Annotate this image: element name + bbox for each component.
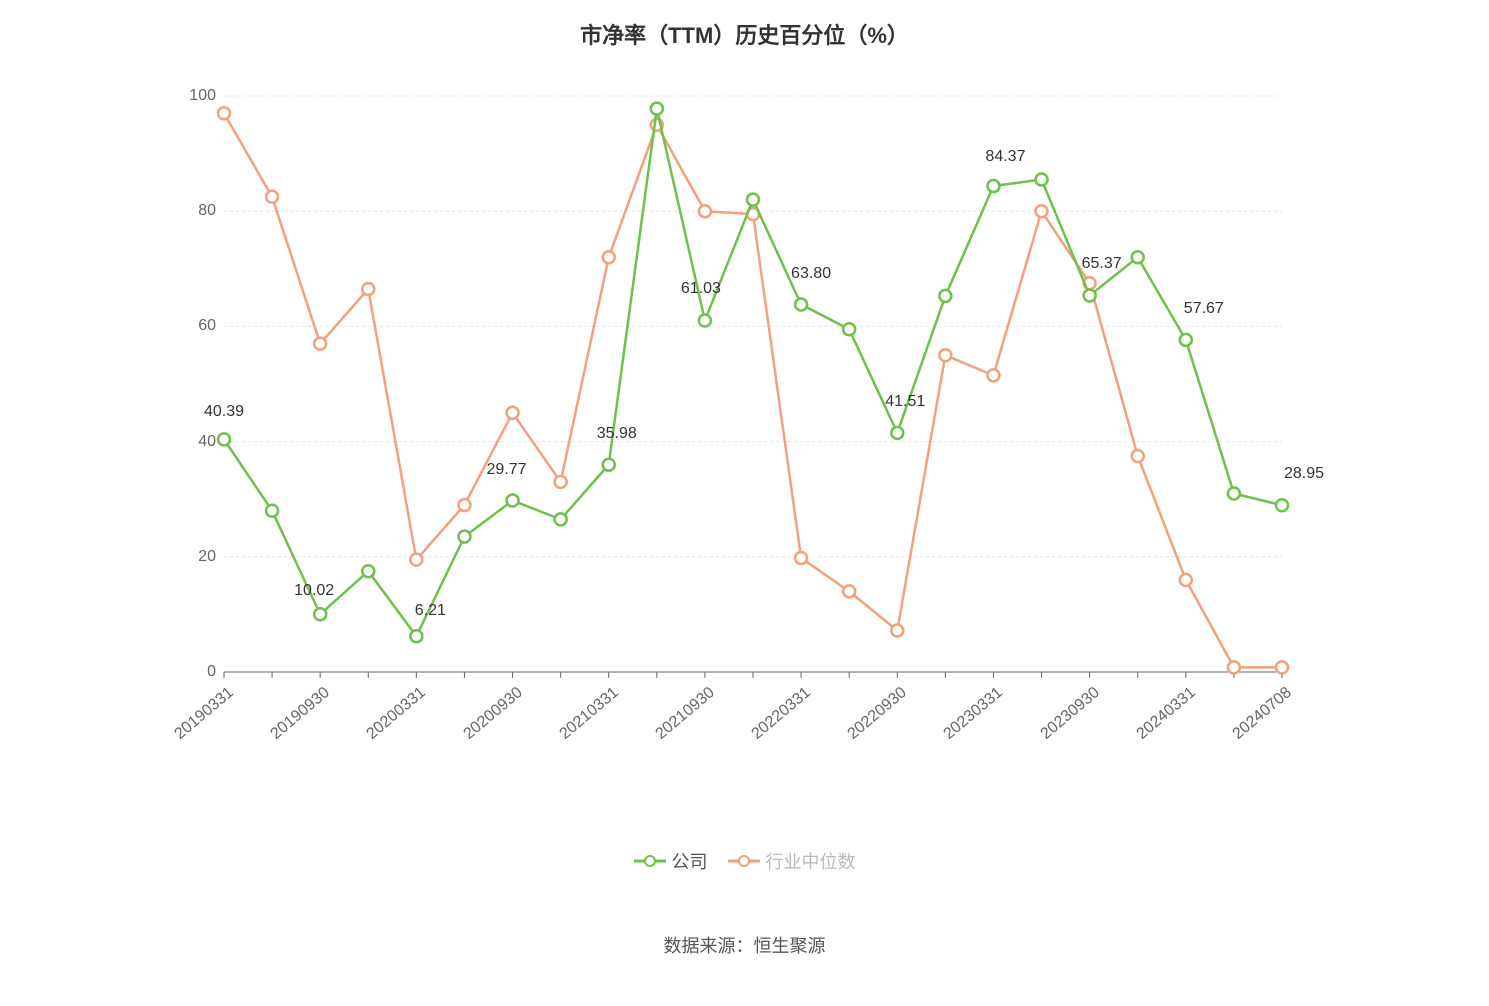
series-marker-company[interactable] [1084, 289, 1096, 301]
x-tick-label: 20240708 [1192, 684, 1295, 775]
series-marker-company[interactable] [1276, 499, 1288, 511]
x-tick-label: 20210930 [615, 684, 718, 775]
series-marker-industry-median[interactable] [410, 554, 422, 566]
plot-area: 0204060801002019033120190930202003312020… [224, 96, 1282, 672]
series-marker-company[interactable] [987, 180, 999, 192]
x-tick-label: 20200331 [326, 684, 429, 775]
series-marker-company[interactable] [651, 103, 663, 115]
series-marker-company[interactable] [266, 505, 278, 517]
legend-swatch-icon [728, 854, 760, 868]
x-tick-label: 20190930 [230, 684, 333, 775]
x-tick-label: 20200930 [423, 684, 526, 775]
series-marker-industry-median[interactable] [266, 191, 278, 203]
legend-label: 公司 [672, 848, 708, 874]
x-tick-label: 20230930 [1000, 684, 1103, 775]
series-marker-company[interactable] [795, 299, 807, 311]
x-tick-label: 20240331 [1096, 684, 1199, 775]
series-marker-industry-median[interactable] [362, 283, 374, 295]
x-tick-label: 20220331 [711, 684, 814, 775]
series-marker-company[interactable] [507, 495, 519, 507]
series-marker-company[interactable] [555, 513, 567, 525]
chart-container: 市净率（TTM）历史百分位（%） 02040608010020190331201… [0, 0, 1489, 1006]
series-marker-company[interactable] [939, 290, 951, 302]
series-marker-company[interactable] [1036, 174, 1048, 186]
series-marker-industry-median[interactable] [507, 407, 519, 419]
y-tick-label: 0 [207, 663, 216, 681]
series-marker-company[interactable] [314, 608, 326, 620]
y-tick-label: 20 [198, 548, 216, 566]
legend-item-company[interactable]: 公司 [634, 848, 708, 874]
legend: 公司 行业中位数 [0, 848, 1489, 874]
series-marker-industry-median[interactable] [987, 369, 999, 381]
series-marker-company[interactable] [747, 194, 759, 206]
series-marker-company[interactable] [1132, 251, 1144, 263]
series-marker-company[interactable] [218, 433, 230, 445]
series-marker-industry-median[interactable] [314, 338, 326, 350]
series-marker-industry-median[interactable] [458, 499, 470, 511]
series-marker-industry-median[interactable] [699, 205, 711, 217]
series-marker-company[interactable] [843, 323, 855, 335]
series-marker-industry-median[interactable] [555, 476, 567, 488]
series-marker-industry-median[interactable] [218, 107, 230, 119]
chart-title: 市净率（TTM）历史百分位（%） [0, 18, 1489, 50]
x-tick-label: 20190331 [134, 684, 237, 775]
series-marker-industry-median[interactable] [603, 251, 615, 263]
series-marker-company[interactable] [410, 630, 422, 642]
series-marker-industry-median[interactable] [1180, 574, 1192, 586]
point-label: 28.95 [1284, 465, 1324, 483]
series-marker-company[interactable] [699, 314, 711, 326]
series-marker-company[interactable] [891, 427, 903, 439]
series-marker-industry-median[interactable] [1132, 450, 1144, 462]
y-tick-label: 80 [198, 202, 216, 220]
series-marker-company[interactable] [1180, 334, 1192, 346]
series-marker-industry-median[interactable] [939, 349, 951, 361]
series-marker-industry-median[interactable] [1036, 205, 1048, 217]
series-marker-company[interactable] [1228, 487, 1240, 499]
series-marker-industry-median[interactable] [1276, 661, 1288, 673]
y-tick-label: 40 [198, 433, 216, 451]
data-source-text: 数据来源：恒生聚源 [0, 932, 1489, 958]
x-tick-label: 20210331 [519, 684, 622, 775]
series-marker-industry-median[interactable] [891, 625, 903, 637]
series-marker-industry-median[interactable] [795, 552, 807, 564]
series-marker-company[interactable] [362, 565, 374, 577]
series-marker-company[interactable] [603, 459, 615, 471]
legend-label: 行业中位数 [766, 848, 856, 874]
x-tick-label: 20220930 [807, 684, 910, 775]
legend-item-industry-median[interactable]: 行业中位数 [728, 848, 856, 874]
series-marker-industry-median[interactable] [1228, 661, 1240, 673]
x-tick-label: 20230331 [904, 684, 1007, 775]
y-tick-label: 100 [189, 87, 216, 105]
y-tick-label: 60 [198, 317, 216, 335]
plot-svg [224, 96, 1282, 672]
legend-swatch-icon [634, 854, 666, 868]
series-marker-industry-median[interactable] [843, 585, 855, 597]
series-marker-company[interactable] [458, 531, 470, 543]
